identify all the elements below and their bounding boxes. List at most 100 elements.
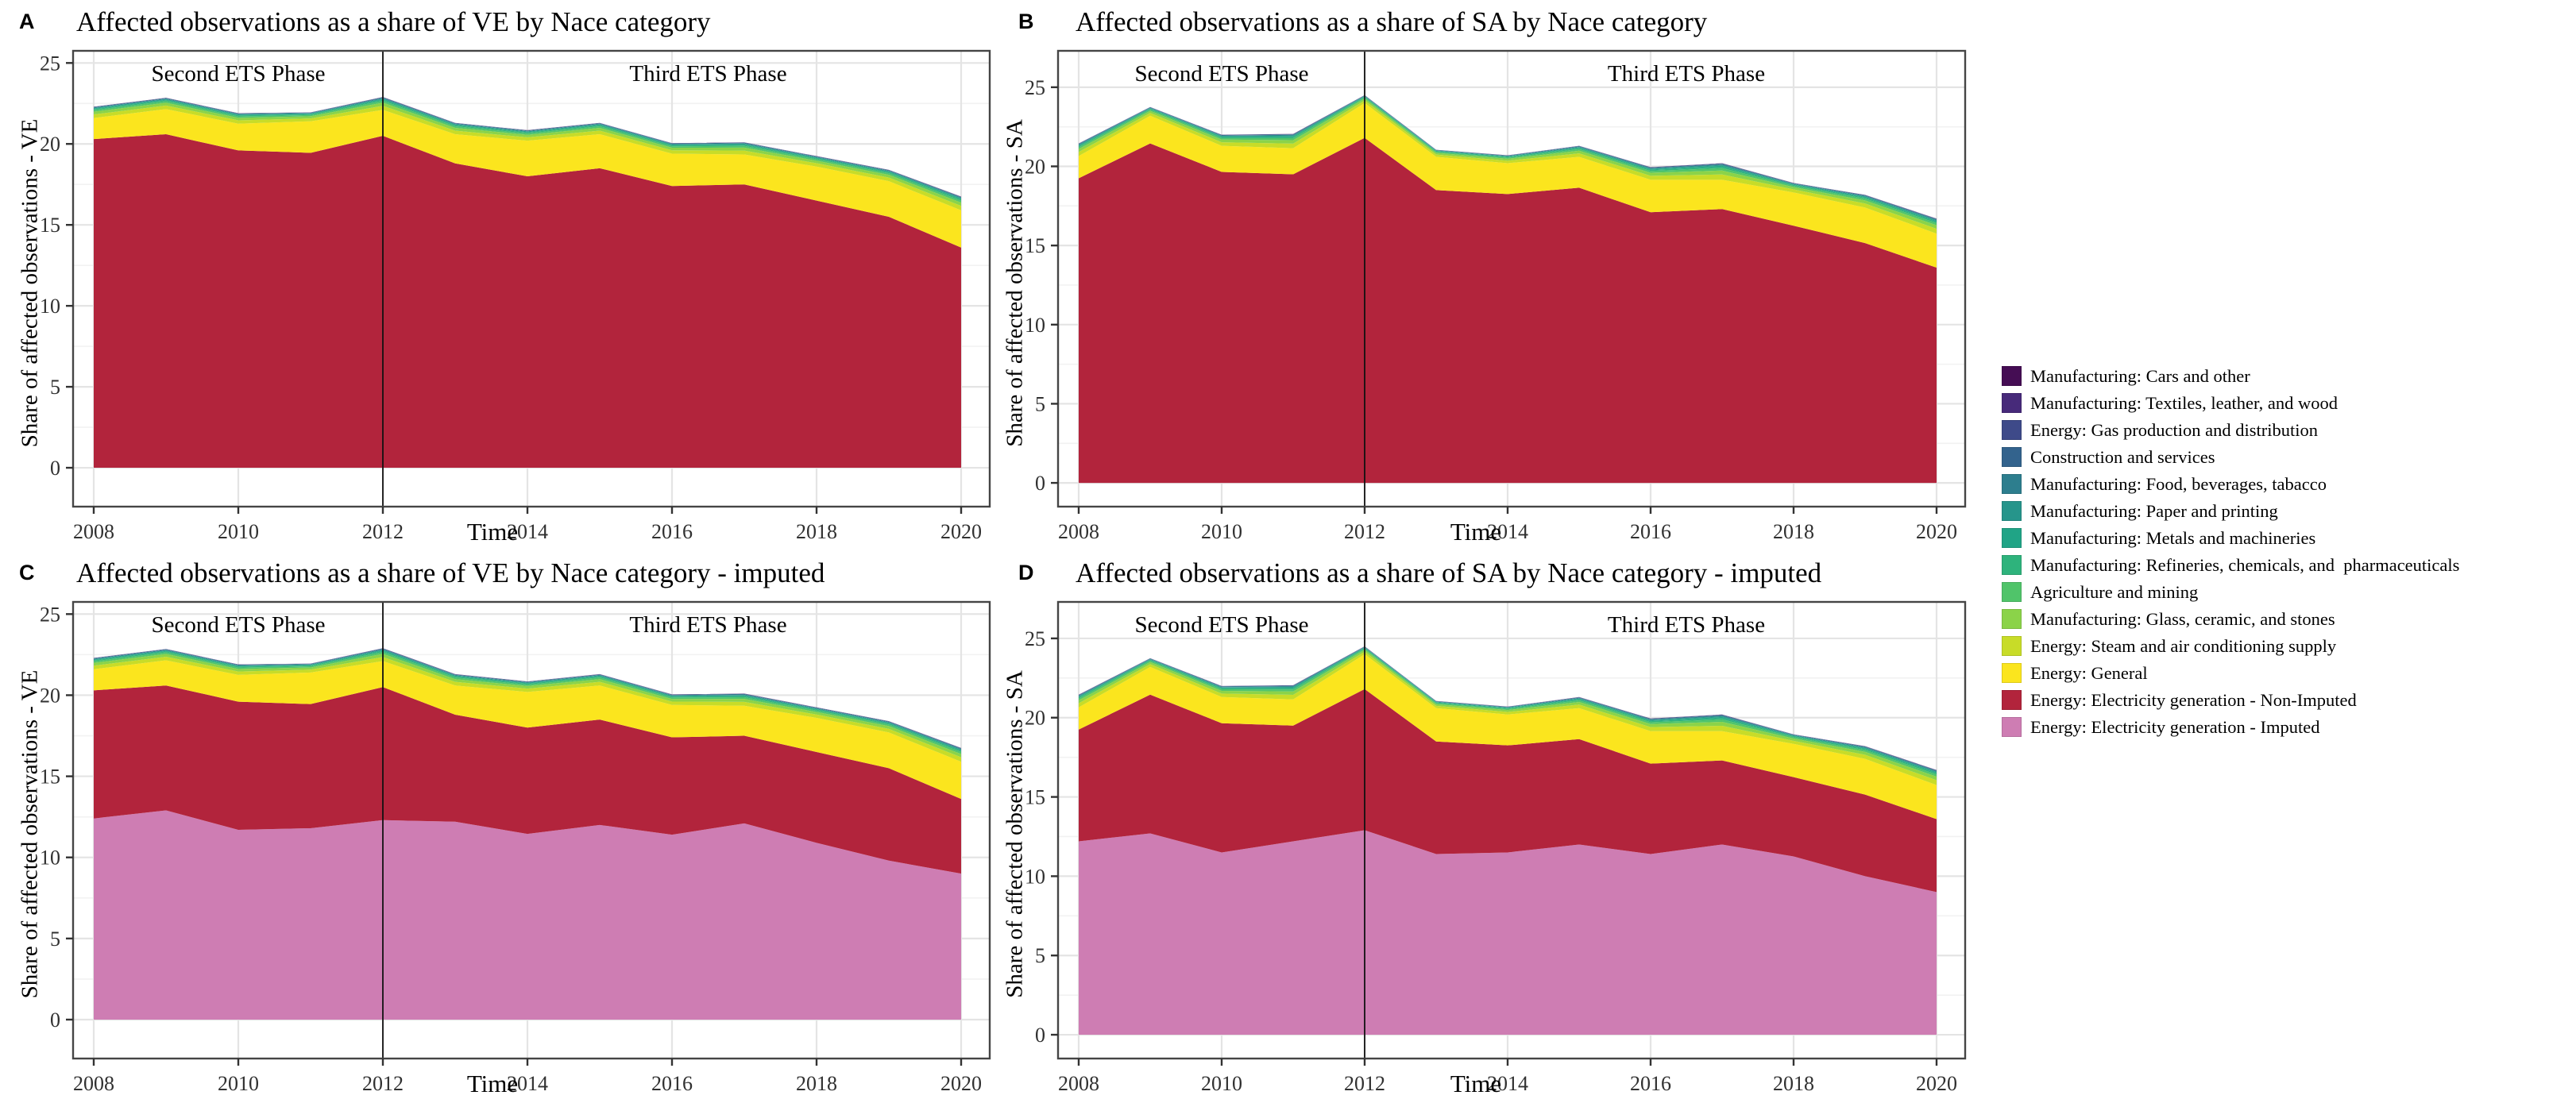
panel-B-ylabel: Share of affected observations - SA xyxy=(1002,119,1028,447)
x-tick-label: 2008 xyxy=(1058,1072,1099,1095)
y-tick-label: 15 xyxy=(40,766,60,789)
panel-A: Second ETS Phase Third ETS Phase 0 5 10 15 20 2… xyxy=(0,0,999,551)
panel-C: Second ETS Phase Third ETS Phase 0 5 10 15 20 2… xyxy=(0,551,999,1103)
x-tick-label: 2018 xyxy=(796,1072,837,1095)
legend-label-glass: Manufacturing: Glass, ceramic, and stone… xyxy=(2030,608,2335,629)
annotation-second-ets-phase: Second ETS Phase xyxy=(1134,61,1308,87)
legend-label-textiles: Manufacturing: Textiles, leather, and wo… xyxy=(2030,392,2338,413)
panel-D-title: Affected observations as a share of SA b… xyxy=(1076,557,1822,588)
y-tick-label: 20 xyxy=(1025,707,1045,730)
y-tick-label: 15 xyxy=(1025,786,1045,809)
x-tick-label: 2018 xyxy=(1773,520,1814,543)
y-tick-label: 25 xyxy=(1025,76,1045,99)
panel-D: Second ETS Phase Third ETS Phase 0 5 10 15 20 2… xyxy=(999,551,1978,1103)
panel-C-plot: Second ETS Phase Third ETS Phase051015202… xyxy=(40,600,991,1095)
annotation-second-ets-phase: Second ETS Phase xyxy=(151,61,325,87)
x-tick-label: 2014 xyxy=(507,1072,548,1095)
x-tick-label: 2016 xyxy=(1630,520,1671,543)
x-tick-label: 2008 xyxy=(1058,520,1099,543)
y-tick-label: 5 xyxy=(1035,392,1045,415)
y-tick-label: 10 xyxy=(1025,314,1045,337)
y-tick-label: 15 xyxy=(1025,234,1045,257)
area-nonimputed xyxy=(94,685,961,874)
y-tick-label: 25 xyxy=(40,603,60,626)
x-tick-label: 2012 xyxy=(362,520,404,543)
legend-item-metals: Manufacturing: Metals and machineries xyxy=(2002,525,2576,552)
legend-swatch-textiles xyxy=(2002,393,2022,413)
legend-swatch-cars xyxy=(2002,366,2022,386)
legend: Manufacturing: Cars and other Manufacturi… xyxy=(1978,0,2576,1103)
legend-swatch-glass xyxy=(2002,609,2022,629)
area-imputed xyxy=(1079,830,1937,1036)
legend-label-refineries: Manufacturing: Refineries, chemicals, an… xyxy=(2030,554,2460,575)
annotation-second-ets-phase: Second ETS Phase xyxy=(151,612,325,638)
y-tick-label: 0 xyxy=(1035,1024,1045,1047)
legend-item-general: Energy: General xyxy=(2002,660,2576,687)
y-tick-label: 5 xyxy=(50,928,60,951)
legend-label-paper: Manufacturing: Paper and printing xyxy=(2030,500,2278,521)
legend-item-cars: Manufacturing: Cars and other xyxy=(2002,363,2576,390)
panel-B-letter: B xyxy=(1018,10,1034,33)
plot-border xyxy=(71,49,991,508)
x-tick-label: 2020 xyxy=(1916,520,1957,543)
panel-D-ylabel: Share of affected observations - SA xyxy=(1002,670,1028,998)
legend-label-general: Energy: General xyxy=(2030,662,2148,683)
legend-label-food: Manufacturing: Food, beverages, tabacco xyxy=(2030,473,2327,494)
legend-item-paper: Manufacturing: Paper and printing xyxy=(2002,498,2576,525)
x-tick-label: 2012 xyxy=(362,1072,404,1095)
legend-label-construction: Construction and services xyxy=(2030,446,2215,467)
x-tick-label: 2010 xyxy=(218,520,259,543)
annotation-third-ets-phase: Third ETS Phase xyxy=(1608,61,1765,87)
plot-border xyxy=(71,600,991,1060)
y-tick-label: 25 xyxy=(1025,627,1045,650)
panel-D-letter: D xyxy=(1018,561,1034,584)
y-tick-label: 10 xyxy=(40,847,60,870)
panel-A-ylabel: Share of affected observations - VE xyxy=(17,118,43,448)
legend-swatch-construction xyxy=(2002,447,2022,467)
x-tick-label: 2012 xyxy=(1344,1072,1385,1095)
legend-item-nonimputed: Energy: Electricity generation - Non-Imp… xyxy=(2002,687,2576,714)
y-tick-label: 0 xyxy=(1035,472,1045,495)
area-general xyxy=(1079,654,1937,820)
y-tick-label: 15 xyxy=(40,214,60,237)
x-tick-label: 2010 xyxy=(1201,520,1242,543)
legend-item-food: Manufacturing: Food, beverages, tabacco xyxy=(2002,471,2576,498)
legend-item-gas: Energy: Gas production and distribution xyxy=(2002,417,2576,444)
panel-B-plot: Second ETS Phase Third ETS Phase 0 5 10 15 202… xyxy=(1025,49,1967,543)
area-nonimputed xyxy=(1079,137,1937,484)
y-tick-label: 20 xyxy=(40,133,60,156)
x-tick-label: 2018 xyxy=(796,520,837,543)
legend-swatch-agriculture xyxy=(2002,582,2022,602)
annotation-second-ets-phase: Second ETS Phase xyxy=(1134,612,1308,638)
x-tick-label: 2010 xyxy=(218,1072,259,1095)
legend-item-construction: Construction and services xyxy=(2002,444,2576,471)
panel-D-xlabel: Time xyxy=(1450,1070,1502,1097)
y-tick-label: 0 xyxy=(50,457,60,480)
stacked-areas xyxy=(1079,94,1937,484)
x-tick-label: 2008 xyxy=(73,1072,114,1095)
legend-swatch-food xyxy=(2002,474,2022,494)
x-tick-label: 2014 xyxy=(507,520,548,543)
area-imputed xyxy=(94,810,961,1020)
panel-C-xlabel: Time xyxy=(466,1070,519,1097)
legend-swatch-gas xyxy=(2002,420,2022,440)
panel-B-title: Affected observations as a share of SA b… xyxy=(1076,6,1708,37)
plot-border xyxy=(1056,600,1967,1060)
y-tick-label: 25 xyxy=(40,52,60,75)
panel-B-xlabel: Time xyxy=(1450,518,1502,546)
legend-label-agriculture: Agriculture and mining xyxy=(2030,581,2199,602)
panel-B: Second ETS Phase Third ETS Phase 0 5 10 15 20 2… xyxy=(999,0,1978,551)
annotation-third-ets-phase: Third ETS Phase xyxy=(629,612,786,638)
legend-item-refineries: Manufacturing: Refineries, chemicals, an… xyxy=(2002,552,2576,579)
legend-swatch-refineries xyxy=(2002,555,2022,575)
legend-item-textiles: Manufacturing: Textiles, leather, and wo… xyxy=(2002,390,2576,417)
panel-D-plot: Second ETS Phase Third ETS Phase051015202… xyxy=(1025,600,1967,1095)
x-tick-label: 2020 xyxy=(940,1072,982,1095)
panel-A-xlabel: Time xyxy=(466,518,519,546)
area-general xyxy=(94,660,961,800)
annotation-third-ets-phase: Third ETS Phase xyxy=(629,61,786,87)
legend-swatch-general xyxy=(2002,663,2022,683)
x-tick-label: 2016 xyxy=(1630,1072,1671,1095)
y-tick-label: 10 xyxy=(40,295,60,318)
